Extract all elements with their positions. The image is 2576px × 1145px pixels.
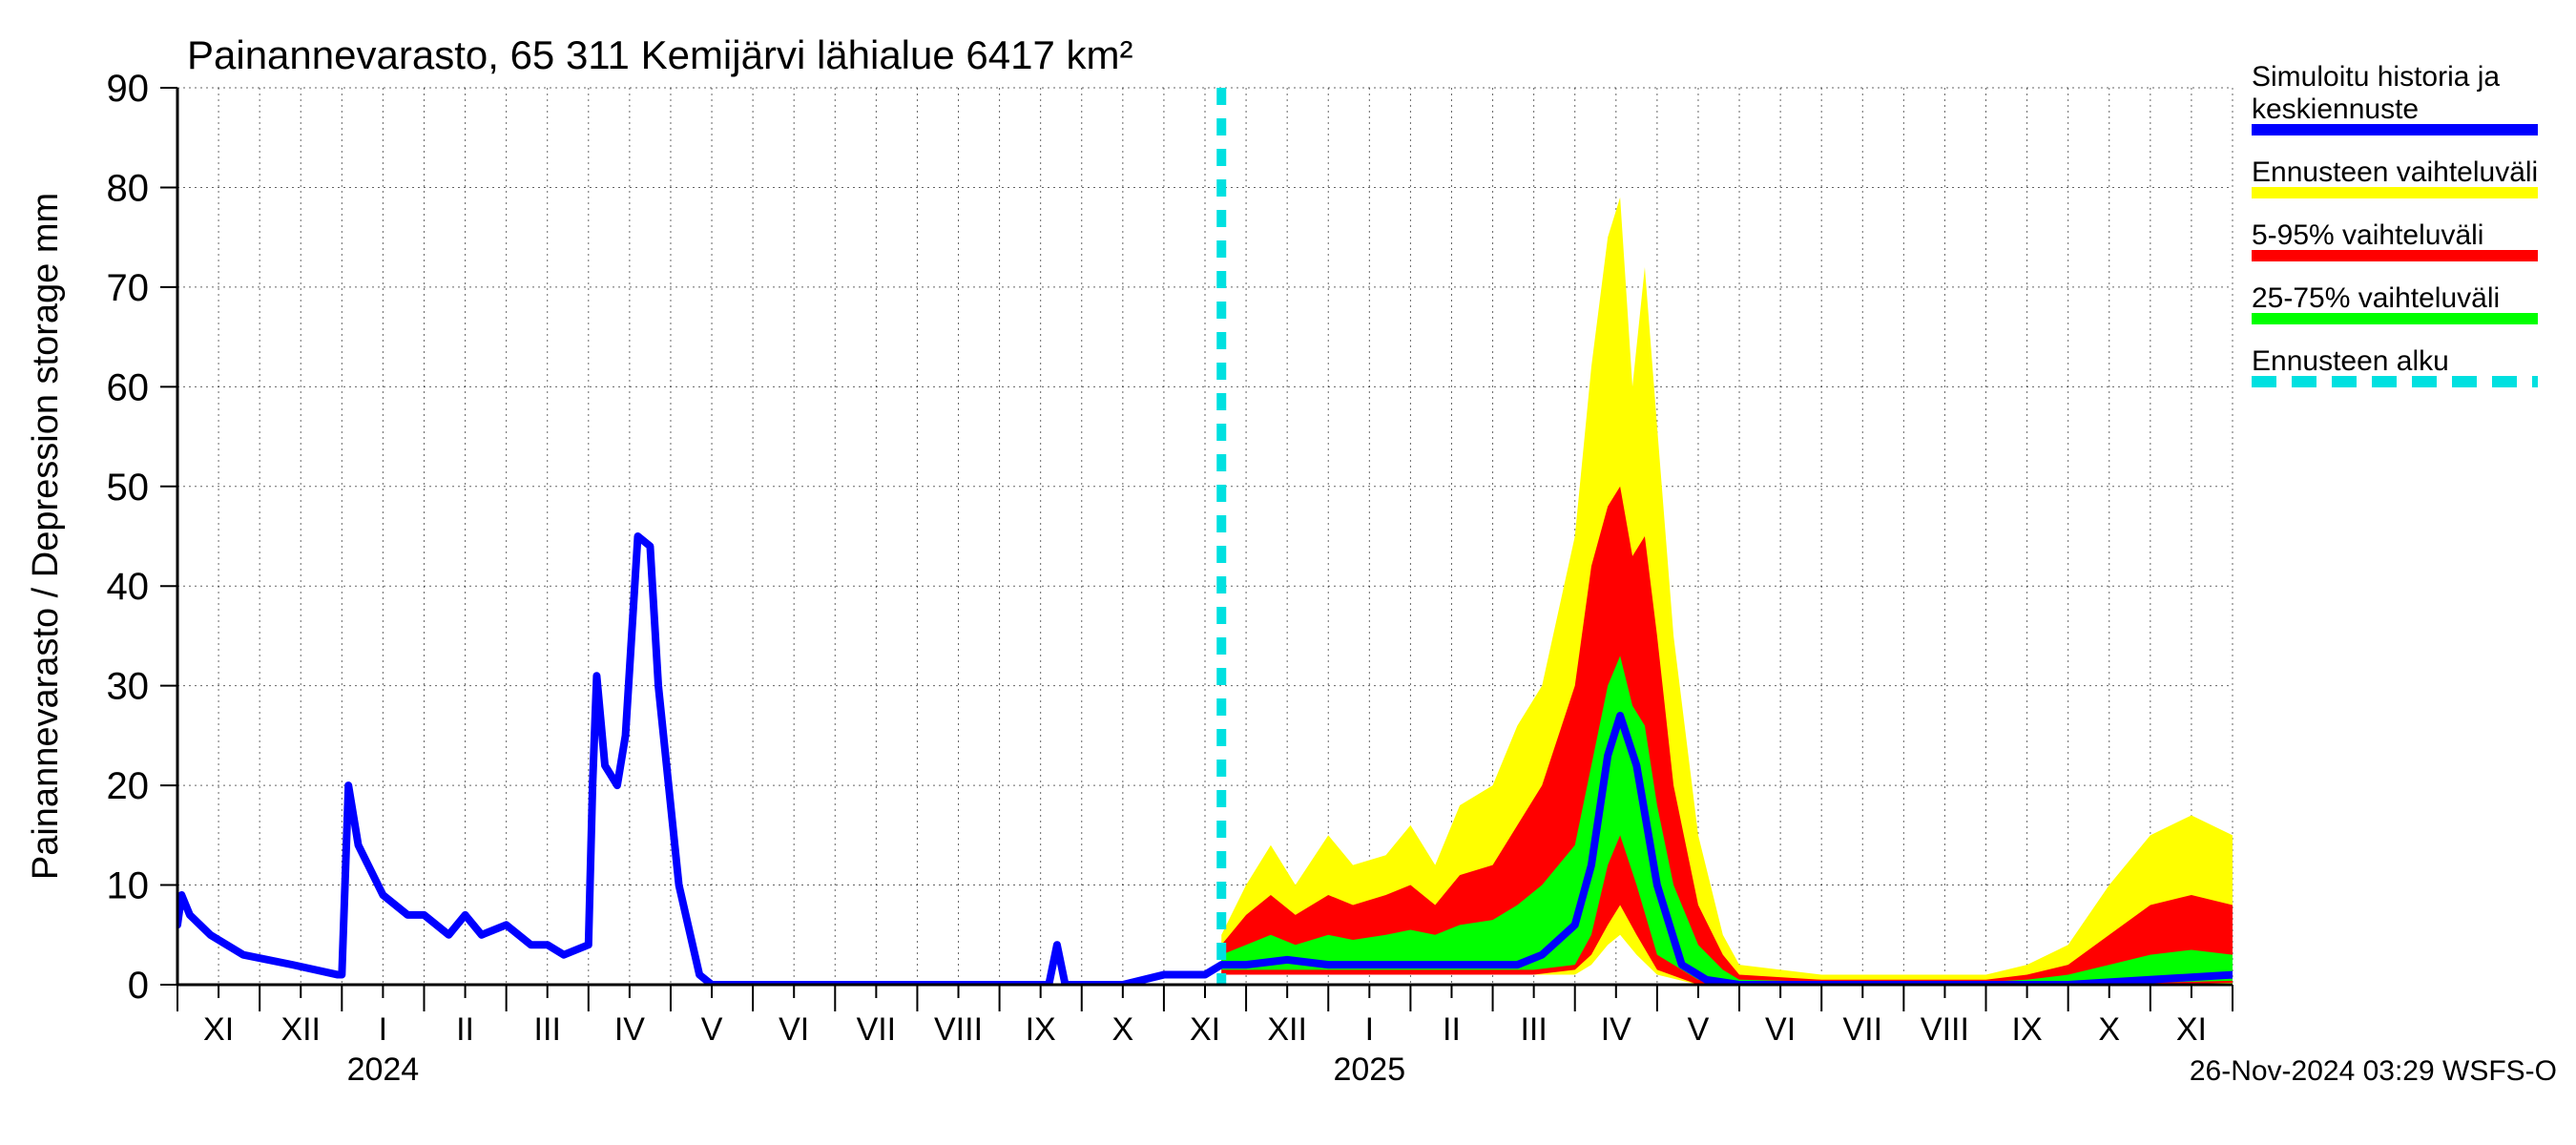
- svg-text:III: III: [534, 1011, 561, 1048]
- svg-text:0: 0: [128, 965, 149, 1007]
- svg-text:40: 40: [107, 566, 150, 608]
- svg-text:I: I: [1365, 1011, 1374, 1048]
- svg-text:XII: XII: [1267, 1011, 1307, 1048]
- svg-text:60: 60: [107, 366, 150, 408]
- svg-text:30: 30: [107, 666, 150, 708]
- svg-text:Ennusteen alku: Ennusteen alku: [2252, 345, 2449, 377]
- svg-text:IV: IV: [1601, 1011, 1631, 1048]
- svg-text:Simuloitu historia ja: Simuloitu historia ja: [2252, 61, 2500, 93]
- svg-text:50: 50: [107, 467, 150, 509]
- svg-text:VII: VII: [857, 1011, 897, 1048]
- svg-text:IX: IX: [1026, 1011, 1056, 1048]
- svg-text:XII: XII: [280, 1011, 321, 1048]
- svg-text:III: III: [1520, 1011, 1547, 1048]
- svg-text:90: 90: [107, 68, 150, 110]
- svg-text:10: 10: [107, 865, 150, 907]
- legend: Simuloitu historia jakeskiennuste Ennuste…: [2252, 61, 2538, 382]
- svg-text:80: 80: [107, 167, 150, 209]
- svg-text:2025: 2025: [1333, 1051, 1405, 1088]
- y-axis-label: Painannevarasto / Depression storage mm: [26, 193, 66, 880]
- depression-storage-chart: 0102030405060708090XIXIIIIIIIIIVVVIVIIVI…: [0, 0, 2576, 1145]
- svg-text:V: V: [1688, 1011, 1710, 1048]
- svg-text:VIII: VIII: [1921, 1011, 1969, 1048]
- svg-text:20: 20: [107, 765, 150, 807]
- svg-text:VI: VI: [1765, 1011, 1796, 1048]
- svg-text:VIII: VIII: [934, 1011, 983, 1048]
- svg-text:VI: VI: [779, 1011, 809, 1048]
- svg-text:keskiennuste: keskiennuste: [2252, 94, 2419, 125]
- chart-svg: 0102030405060708090XIXIIIIIIIIIVVVIVIIVI…: [0, 0, 2576, 1145]
- svg-text:V: V: [701, 1011, 723, 1048]
- svg-text:X: X: [1111, 1011, 1133, 1048]
- svg-text:5-95% vaihteluväli: 5-95% vaihteluväli: [2252, 219, 2483, 251]
- chart-title: Painannevarasto, 65 311 Kemijärvi lähial…: [187, 32, 1132, 77]
- svg-text:Ennusteen vaihteluväli: Ennusteen vaihteluväli: [2252, 156, 2538, 188]
- svg-text:XI: XI: [1190, 1011, 1220, 1048]
- footer-timestamp: 26-Nov-2024 03:29 WSFS-O: [2190, 1055, 2557, 1087]
- svg-text:2024: 2024: [347, 1051, 420, 1088]
- svg-text:XI: XI: [2176, 1011, 2207, 1048]
- svg-text:VII: VII: [1842, 1011, 1882, 1048]
- svg-text:70: 70: [107, 267, 150, 309]
- svg-text:IX: IX: [2012, 1011, 2043, 1048]
- svg-text:IV: IV: [614, 1011, 645, 1048]
- svg-text:II: II: [456, 1011, 474, 1048]
- svg-text:I: I: [379, 1011, 387, 1048]
- svg-text:II: II: [1443, 1011, 1461, 1048]
- svg-text:X: X: [2098, 1011, 2120, 1048]
- svg-text:25-75% vaihteluväli: 25-75% vaihteluväli: [2252, 282, 2500, 314]
- svg-text:XI: XI: [203, 1011, 234, 1048]
